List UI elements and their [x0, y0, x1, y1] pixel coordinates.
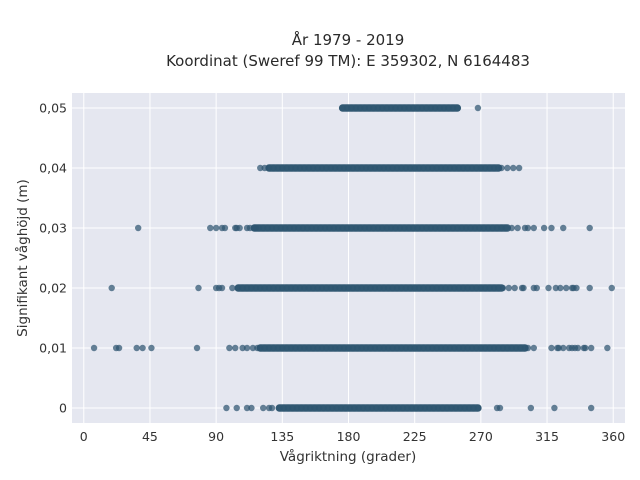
- x-tick-labels: 0 45 90 135 180 225 270 315 360: [80, 429, 625, 444]
- data-point: [502, 224, 510, 232]
- data-point: [530, 224, 538, 232]
- data-point: [545, 284, 552, 292]
- data-point: [552, 284, 560, 292]
- x-axis-label: Vågriktning (grader): [280, 448, 417, 465]
- y-tick-labels: 0 0,01 0,02 0,03 0,04 0,05: [39, 101, 67, 416]
- data-point: [139, 344, 146, 352]
- data-point: [515, 164, 523, 172]
- y-tick-label: 0,05: [39, 101, 67, 116]
- data-point: [540, 224, 548, 232]
- chart-title-line-2: Koordinat (Sweref 99 TM): E 359302, N 61…: [166, 52, 530, 70]
- data-point: [239, 344, 246, 352]
- x-tick-label: 225: [403, 429, 427, 444]
- data-point: [133, 344, 140, 352]
- data-point: [586, 284, 593, 292]
- x-tick-label: 135: [270, 429, 294, 444]
- data-point: [504, 164, 511, 172]
- data-point: [587, 404, 595, 412]
- data-point: [499, 284, 507, 292]
- data-point: [212, 224, 220, 232]
- data-point: [226, 344, 233, 352]
- data-point: [115, 344, 123, 352]
- data-point: [248, 404, 255, 412]
- data-point: [90, 344, 98, 352]
- data-point: [246, 224, 254, 232]
- data-point: [474, 404, 482, 412]
- data-point: [560, 224, 567, 232]
- data-point: [268, 404, 276, 412]
- data-point: [252, 224, 260, 232]
- data-point: [498, 164, 505, 172]
- data-point: [249, 344, 257, 352]
- data-point: [261, 164, 268, 172]
- data-point: [510, 164, 517, 172]
- data-point: [232, 344, 239, 352]
- x-tick-label: 90: [208, 429, 224, 444]
- y-tick-label: 0,01: [39, 341, 67, 356]
- data-point: [527, 404, 535, 412]
- data-point: [257, 164, 264, 172]
- data-point: [608, 284, 615, 292]
- y-tick-label: 0,02: [39, 281, 67, 296]
- data-point: [586, 224, 593, 232]
- data-point: [582, 344, 589, 352]
- y-tick-label: 0,04: [39, 161, 67, 176]
- data-point: [474, 104, 482, 112]
- data-point: [259, 404, 267, 412]
- data-point: [524, 344, 532, 352]
- data-point: [551, 404, 558, 412]
- data-point: [533, 284, 540, 292]
- data-point: [573, 284, 580, 292]
- data-point: [560, 344, 567, 352]
- x-tick-label: 0: [80, 429, 88, 444]
- data-point: [243, 344, 251, 352]
- data-point: [524, 224, 532, 232]
- data-point: [511, 284, 518, 292]
- data-point: [574, 344, 582, 352]
- data-point: [148, 344, 155, 352]
- data-point: [218, 284, 226, 292]
- data-point: [254, 344, 261, 352]
- data-point: [496, 404, 504, 412]
- data-point: [508, 224, 515, 232]
- data-point: [233, 404, 240, 412]
- data-point: [221, 224, 229, 232]
- data-point: [193, 344, 201, 352]
- x-tick-label: 270: [469, 429, 493, 444]
- data-point: [195, 284, 202, 292]
- data-point: [207, 224, 214, 232]
- y-tick-label: 0: [59, 401, 67, 416]
- data-point: [604, 344, 611, 352]
- data-point: [557, 284, 564, 292]
- data-point: [236, 224, 243, 232]
- data-point: [555, 344, 563, 352]
- data-point: [505, 284, 513, 292]
- y-tick-label: 0,03: [39, 221, 67, 236]
- data-point: [223, 404, 230, 412]
- data-point: [453, 104, 461, 112]
- x-tick-label: 180: [337, 429, 361, 444]
- data-point: [548, 224, 555, 232]
- data-point: [530, 344, 538, 352]
- data-point: [229, 284, 236, 292]
- data-point: [243, 404, 251, 412]
- x-tick-label: 45: [142, 429, 158, 444]
- data-point: [520, 284, 527, 292]
- data-point: [587, 344, 595, 352]
- y-axis-label: Signifikant våghöjd (m): [14, 179, 31, 337]
- data-point: [548, 344, 555, 352]
- x-tick-label: 360: [601, 429, 625, 444]
- x-tick-label: 315: [535, 429, 559, 444]
- chart-title-line-1: År 1979 - 2019: [292, 30, 405, 49]
- data-points: [90, 104, 615, 412]
- data-point: [514, 224, 521, 232]
- data-point: [134, 224, 142, 232]
- data-point: [108, 284, 115, 292]
- data-point: [562, 284, 570, 292]
- data-point: [495, 284, 502, 292]
